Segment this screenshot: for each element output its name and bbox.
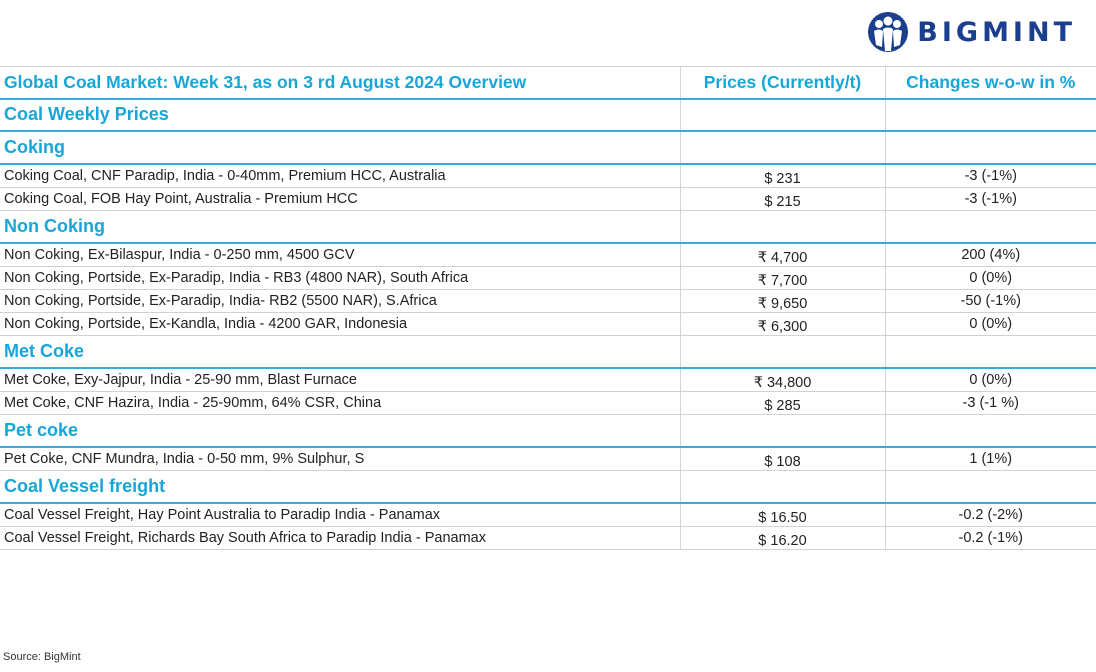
item-change: -50 (-1%) [884,289,1096,313]
item-change: -3 (-1%) [884,187,1096,211]
item-label: Coal Vessel Freight, Hay Point Australia… [0,503,680,528]
table-row: Coal Vessel Freight, Hay Point Australia… [0,503,1096,528]
item-change: 200 (4%) [884,242,1096,267]
item-label: Pet Coke, CNF Mundra, India - 0-50 mm, 9… [0,446,680,471]
item-price: ₹ 7,700 [679,266,885,290]
item-change: 0 (0%) [884,367,1096,392]
section-title: Met Coke [0,335,680,369]
section-row: Coking [0,131,1096,165]
item-label: Coal Vessel Freight, Richards Bay South … [0,526,680,551]
item-price: $ 108 [679,446,885,471]
bigmint-people-icon [868,12,909,52]
item-label: Coking Coal, FOB Hay Point, Australia - … [0,187,680,211]
section-row: Coal Vessel freight [0,470,1096,505]
item-label: Met Coke, CNF Hazira, India - 25-90mm, 6… [0,391,680,415]
empty-cell [884,210,1096,244]
table-row: Coking Coal, CNF Paradip, India - 0-40mm… [0,163,1096,188]
empty-cell [884,98,1096,133]
item-price: ₹ 34,800 [679,367,885,392]
item-label: Met Coke, Exy-Jajpur, India - 25-90 mm, … [0,367,680,392]
table-row: Coking Coal, FOB Hay Point, Australia - … [0,187,1096,211]
item-change: -3 (-1 %) [884,391,1096,415]
item-label: Non Coking, Portside, Ex-Paradip, India … [0,266,680,290]
table-row: Non Coking, Portside, Ex-Kandla, India -… [0,312,1096,336]
table-title: Global Coal Market: Week 31, as on 3 rd … [0,66,680,100]
brand-logo: BIGMINT [867,10,1076,54]
section-title: Pet coke [0,414,680,448]
coal-price-table: Global Coal Market: Week 31, as on 3 rd … [0,66,1096,551]
item-price: $ 215 [679,187,885,211]
item-label: Non Coking, Ex-Bilaspur, India - 0-250 m… [0,242,680,267]
section-row: Met Coke [0,335,1096,369]
item-price: $ 285 [679,391,885,415]
table-row: Coal Vessel Freight, Richards Bay South … [0,526,1096,551]
item-price: ₹ 6,300 [679,312,885,336]
section-title: Coking [0,131,680,165]
section-title: Coal Vessel freight [0,470,680,505]
table-header-row: Global Coal Market: Week 31, as on 3 rd … [0,66,1096,100]
item-price: ₹ 4,700 [679,242,885,267]
section-title-weekly-prices: Coal Weekly Prices [0,98,680,133]
empty-cell [679,470,885,505]
table-row: Non Coking, Ex-Bilaspur, India - 0-250 m… [0,242,1096,267]
section-title: Non Coking [0,210,680,244]
item-price: ₹ 9,650 [679,289,885,313]
section-row: Non Coking [0,210,1096,244]
table-row: Met Coke, Exy-Jajpur, India - 25-90 mm, … [0,367,1096,392]
table-row: Pet Coke, CNF Mundra, India - 0-50 mm, 9… [0,446,1096,471]
empty-cell [884,414,1096,448]
brand-name: BIGMINT [917,16,1076,48]
section-row: Pet coke [0,414,1096,448]
table-row: Non Coking, Portside, Ex-Paradip, India-… [0,289,1096,313]
empty-cell [884,335,1096,369]
item-change: 0 (0%) [884,312,1096,336]
item-price: $ 231 [679,163,885,188]
item-change: 1 (1%) [884,446,1096,471]
item-change: -3 (-1%) [884,163,1096,188]
item-price: $ 16.20 [679,526,885,551]
prices-column-header: Prices (Currently/t) [679,66,885,100]
source-note: Source: BigMint [3,651,81,663]
empty-cell [679,210,885,244]
item-change: 0 (0%) [884,266,1096,290]
table-row: Met Coke, CNF Hazira, India - 25-90mm, 6… [0,391,1096,415]
empty-cell [884,131,1096,165]
item-change: -0.2 (-2%) [884,503,1096,528]
empty-cell [679,98,885,133]
empty-cell [679,414,885,448]
item-label: Coking Coal, CNF Paradip, India - 0-40mm… [0,163,680,188]
item-change: -0.2 (-1%) [884,526,1096,551]
empty-cell [679,131,885,165]
item-label: Non Coking, Portside, Ex-Paradip, India-… [0,289,680,313]
empty-cell [679,335,885,369]
section-row: Coal Weekly Prices [0,98,1096,133]
item-label: Non Coking, Portside, Ex-Kandla, India -… [0,312,680,336]
table-row: Non Coking, Portside, Ex-Paradip, India … [0,266,1096,290]
item-price: $ 16.50 [679,503,885,528]
changes-column-header: Changes w-o-w in % [884,66,1096,100]
empty-cell [884,470,1096,505]
